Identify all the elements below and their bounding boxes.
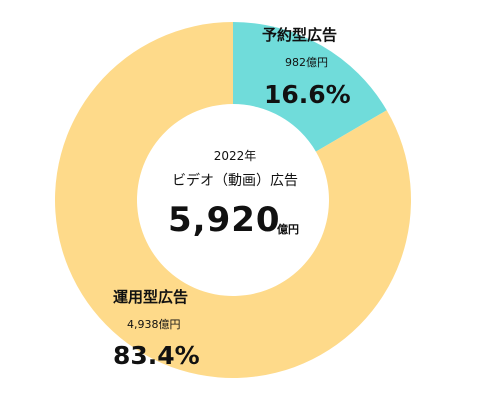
slice-label-operational: 運用型広告 — [113, 288, 189, 306]
slice-percent-reservation: 16.6% — [264, 80, 351, 109]
slice-amount-operational: 4,938億円 — [127, 318, 181, 331]
center-unit: 億円 — [277, 223, 299, 236]
center-year: 2022年 — [213, 149, 257, 163]
center-total: 5,920 — [168, 200, 281, 240]
slice-reservation — [233, 22, 387, 152]
center-category: ビデオ（動画）広告 — [172, 173, 298, 189]
slice-amount-reservation: 982億円 — [285, 56, 328, 69]
slice-label-reservation: 予約型広告 — [262, 26, 338, 44]
slice-percent-operational: 83.4% — [113, 341, 200, 370]
slice-operational — [55, 22, 412, 379]
